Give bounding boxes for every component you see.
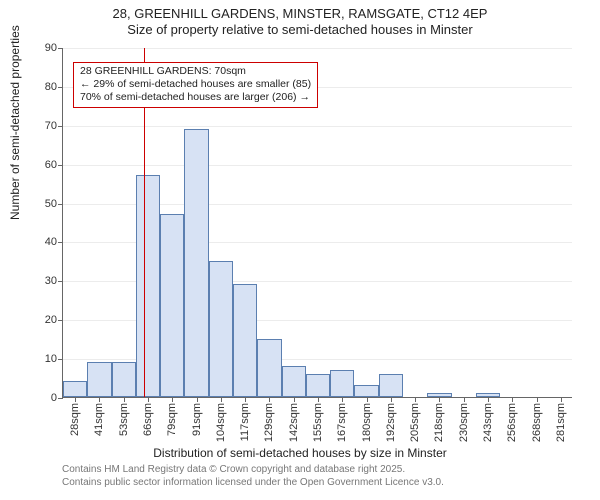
- ytick-label: 50: [45, 198, 57, 210]
- annotation-line: 28 GREENHILL GARDENS: 70sqm: [80, 65, 311, 78]
- annotation-line: ← 29% of semi-detached houses are smalle…: [80, 78, 311, 91]
- bar: [306, 374, 330, 397]
- ytick-label: 70: [45, 120, 57, 132]
- footer-line-2: Contains public sector information licen…: [62, 477, 444, 490]
- xtick-mark: [464, 397, 465, 402]
- bar: [112, 362, 136, 397]
- xtick-label: 79sqm: [166, 403, 178, 436]
- xtick-mark: [75, 397, 76, 402]
- xtick-label: 167sqm: [336, 403, 348, 442]
- bar: [63, 381, 87, 397]
- xtick-mark: [318, 397, 319, 402]
- ytick-label: 80: [45, 81, 57, 93]
- xtick-label: 66sqm: [142, 403, 154, 436]
- xtick-label: 53sqm: [118, 403, 130, 436]
- xtick-label: 129sqm: [263, 403, 275, 442]
- xtick-mark: [269, 397, 270, 402]
- bar: [160, 214, 184, 397]
- xtick-mark: [99, 397, 100, 402]
- bar: [209, 261, 233, 397]
- ytick-mark: [58, 359, 63, 360]
- bar: [136, 175, 160, 397]
- xtick-label: 142sqm: [288, 403, 300, 442]
- ytick-label: 10: [45, 353, 57, 365]
- ytick-mark: [58, 320, 63, 321]
- y-axis-label: Number of semi-detached properties: [8, 25, 22, 220]
- xtick-mark: [124, 397, 125, 402]
- ytick-label: 90: [45, 42, 57, 54]
- xtick-mark: [537, 397, 538, 402]
- xtick-mark: [172, 397, 173, 402]
- xtick-mark: [221, 397, 222, 402]
- ytick-label: 60: [45, 159, 57, 171]
- ytick-mark: [58, 204, 63, 205]
- xtick-mark: [294, 397, 295, 402]
- bar: [354, 385, 378, 397]
- ytick-mark: [58, 48, 63, 49]
- xtick-mark: [245, 397, 246, 402]
- xtick-mark: [391, 397, 392, 402]
- xtick-label: 28sqm: [69, 403, 81, 436]
- xtick-label: 104sqm: [215, 403, 227, 442]
- title-line-1: 28, GREENHILL GARDENS, MINSTER, RAMSGATE…: [0, 6, 600, 22]
- bar: [184, 129, 208, 397]
- xtick-label: 155sqm: [312, 403, 324, 442]
- ytick-label: 30: [45, 275, 57, 287]
- xtick-label: 218sqm: [433, 403, 445, 442]
- footer-line-1: Contains HM Land Registry data © Crown c…: [62, 464, 444, 477]
- xtick-label: 268sqm: [531, 403, 543, 442]
- xtick-label: 256sqm: [506, 403, 518, 442]
- xtick-mark: [488, 397, 489, 402]
- bar: [379, 374, 403, 397]
- annotation-box: 28 GREENHILL GARDENS: 70sqm← 29% of semi…: [73, 62, 318, 108]
- bar: [282, 366, 306, 397]
- bar: [330, 370, 354, 397]
- xtick-label: 281sqm: [555, 403, 567, 442]
- xtick-label: 192sqm: [385, 403, 397, 442]
- xtick-mark: [342, 397, 343, 402]
- footer: Contains HM Land Registry data © Crown c…: [62, 464, 444, 489]
- ytick-label: 40: [45, 236, 57, 248]
- xtick-label: 117sqm: [239, 403, 251, 441]
- ytick-mark: [58, 87, 63, 88]
- xtick-mark: [561, 397, 562, 402]
- x-axis-label: Distribution of semi-detached houses by …: [0, 446, 600, 460]
- ytick-mark: [58, 165, 63, 166]
- chart-container: 28, GREENHILL GARDENS, MINSTER, RAMSGATE…: [0, 0, 600, 500]
- gridline: [63, 126, 572, 127]
- ytick-mark: [58, 281, 63, 282]
- bar: [257, 339, 281, 397]
- plot-box: 010203040506070809028sqm41sqm53sqm66sqm7…: [62, 48, 572, 398]
- ytick-mark: [58, 126, 63, 127]
- xtick-mark: [439, 397, 440, 402]
- xtick-label: 180sqm: [361, 403, 373, 442]
- xtick-mark: [512, 397, 513, 402]
- ytick-label: 0: [51, 392, 57, 404]
- ytick-mark: [58, 242, 63, 243]
- xtick-label: 230sqm: [458, 403, 470, 442]
- plot-area: 010203040506070809028sqm41sqm53sqm66sqm7…: [62, 48, 572, 398]
- gridline: [63, 165, 572, 166]
- xtick-label: 41sqm: [93, 403, 105, 436]
- bar: [233, 284, 257, 397]
- ytick-mark: [58, 398, 63, 399]
- xtick-label: 243sqm: [482, 403, 494, 442]
- xtick-mark: [197, 397, 198, 402]
- xtick-mark: [415, 397, 416, 402]
- title-line-2: Size of property relative to semi-detach…: [0, 22, 600, 38]
- gridline: [63, 48, 572, 49]
- xtick-mark: [148, 397, 149, 402]
- title-block: 28, GREENHILL GARDENS, MINSTER, RAMSGATE…: [0, 0, 600, 39]
- bar: [87, 362, 111, 397]
- xtick-mark: [367, 397, 368, 402]
- xtick-label: 205sqm: [409, 403, 421, 442]
- ytick-label: 20: [45, 314, 57, 326]
- xtick-label: 91sqm: [191, 403, 203, 436]
- annotation-line: 70% of semi-detached houses are larger (…: [80, 91, 311, 104]
